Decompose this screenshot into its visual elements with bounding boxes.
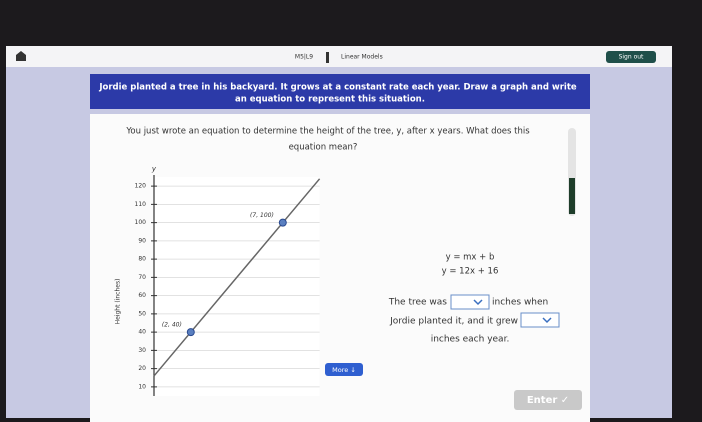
point — [186, 328, 195, 337]
more-button[interactable] — [325, 363, 363, 376]
y-tick-label: 100 — [135, 219, 147, 226]
enter-label[interactable]: Enter ✓ — [527, 395, 569, 406]
y-axis-name: y — [151, 165, 157, 173]
equation: y = 12x + 16 — [442, 267, 499, 277]
lesson-title: Linear Models — [341, 54, 383, 61]
y-tick-label: 50 — [138, 310, 146, 317]
sign-out-label[interactable]: Sign out — [619, 54, 644, 61]
y-tick-label: 60 — [138, 292, 146, 299]
plot-area — [154, 177, 320, 396]
level-icon — [326, 52, 329, 63]
point — [278, 218, 287, 227]
question-text: You just wrote an equation to determine … — [125, 127, 530, 137]
dropdown[interactable] — [520, 312, 560, 328]
y-tick-label: 90 — [138, 237, 146, 244]
scroll-thumb[interactable] — [569, 178, 575, 214]
y-tick-label: 110 — [135, 201, 147, 208]
graph: 10 20 30 40 50 60 70 80 90 100 110 120 y Height (inch… — [115, 165, 321, 396]
y-tick-label: 120 — [135, 183, 147, 190]
y-tick-label: 30 — [138, 347, 146, 354]
banner — [90, 74, 590, 109]
y-tick-label: 70 — [138, 274, 146, 281]
sentence-text: inches each year. — [431, 335, 510, 345]
sentence-text: Jordie planted it, and it grew — [389, 317, 518, 327]
more-label[interactable]: More ↓ — [332, 366, 356, 374]
y-tick-label: 40 — [138, 329, 146, 336]
graph-line — [153, 178, 321, 377]
dropdown[interactable] — [450, 294, 490, 310]
y-tick-label: 80 — [138, 256, 146, 263]
sign-out-button[interactable] — [606, 51, 656, 63]
enter-button[interactable] — [514, 390, 582, 410]
dropdown-arrow[interactable] — [473, 299, 483, 306]
banner-text: Jordie planted a tree in his backyard. I… — [98, 83, 577, 93]
y-axis-label: Height (inches) — [115, 279, 122, 325]
y-tick-label: 10 — [138, 383, 146, 390]
point-label: (2, 40) — [162, 322, 182, 329]
home-icon[interactable] — [16, 51, 26, 61]
question-text: equation mean? — [289, 143, 358, 153]
y-tick-label: 20 — [138, 365, 146, 372]
banner-text: an equation to represent this situation. — [235, 95, 425, 105]
sentence-text: The tree was — [388, 298, 447, 308]
point-label: (7, 100) — [250, 212, 274, 219]
dropdown-arrow[interactable] — [542, 317, 552, 324]
top-bar — [6, 46, 672, 67]
lesson-code: M5|L9 — [295, 54, 313, 61]
equation: y = mx + b — [446, 253, 495, 263]
sentence-text: inches when — [492, 298, 548, 308]
